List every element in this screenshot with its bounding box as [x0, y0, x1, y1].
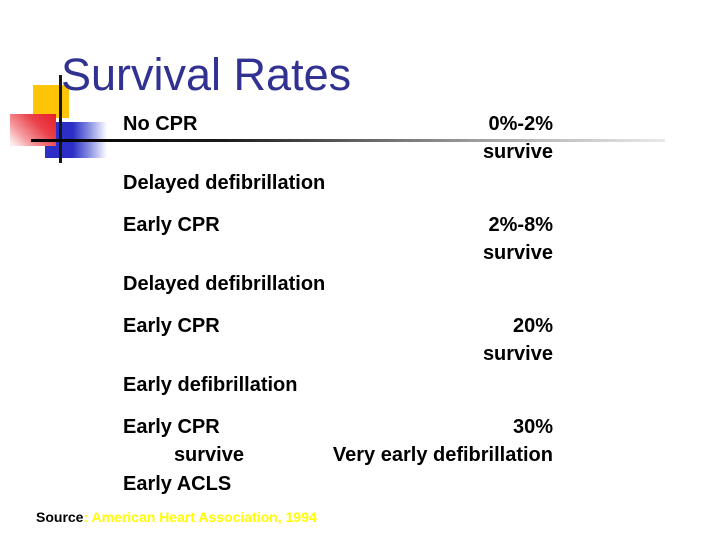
row4-survival-rate: 30%: [513, 416, 553, 439]
row2-rate-value: 2%-8%: [488, 214, 553, 236]
row4-rate-value: 30%: [512, 416, 553, 438]
row3-rate-sub: survive: [482, 343, 553, 365]
row4-step2-label: Early ACLS: [123, 473, 232, 495]
row2-step2-label: Delayed defibrillation: [123, 273, 326, 295]
row2-rate-sub: survive: [482, 242, 553, 264]
row3-step1-label: Early CPR: [123, 315, 220, 337]
row1-step1-label: No CPR: [123, 113, 198, 135]
row1-rate-sub: survive: [482, 141, 553, 163]
row4-step1-label: Early CPR: [123, 416, 220, 438]
row2-survival-rate: 2%-8% survive: [483, 214, 553, 265]
row3-step2-label: Early defibrillation: [123, 374, 298, 396]
decor-yellow-square: [33, 85, 69, 118]
row4-note-label: Very early defibrillation: [332, 444, 553, 466]
slide-title: Survival Rates: [61, 49, 352, 100]
source-line: Source: American Heart Association, 1994: [36, 508, 317, 526]
row1-rate-value: 0%-2%: [488, 113, 553, 135]
title-underline-rule: [31, 139, 665, 142]
source-citation: : American Heart Association, 1994: [83, 509, 317, 525]
row3-rate-value: 20%: [512, 315, 553, 337]
source-label: Source: [36, 509, 84, 525]
row2-step1-label: Early CPR: [123, 214, 220, 236]
row1-step2-label: Delayed defibrillation: [123, 172, 326, 194]
decor-vertical-line: [59, 75, 62, 163]
row3-survival-rate: 20% survive: [483, 315, 553, 366]
row4-survive-label: survive: [173, 444, 244, 466]
row1-survival-rate: 0%-2% survive: [483, 113, 553, 164]
